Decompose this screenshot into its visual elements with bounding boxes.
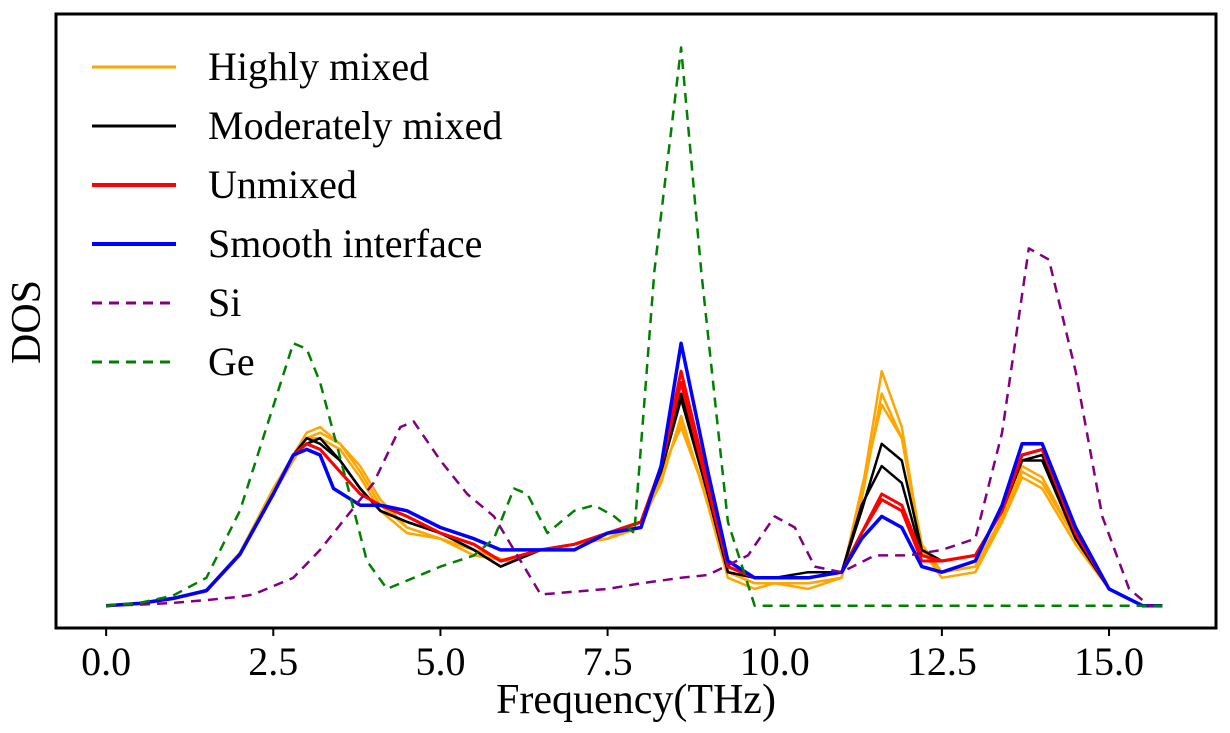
x-tick-label: 0.0 (81, 639, 131, 684)
y-axis-label: DOS (4, 280, 50, 364)
x-tick-label: 5.0 (415, 639, 465, 684)
x-axis-label: Frequency(THz) (496, 677, 776, 723)
series-line-highly-mixed-0 (106, 369, 1163, 607)
x-axis-ticks: 0.0 2.5 5.0 7.5 10.0 12.5 15.0 (81, 628, 1144, 684)
legend-label-unmixed: Unmixed (208, 162, 357, 207)
legend-label-si: Si (208, 280, 241, 325)
x-tick-label: 7.5 (583, 639, 633, 684)
x-tick-label: 2.5 (248, 639, 298, 684)
legend-label-highly-mixed: Highly mixed (208, 44, 429, 89)
legend-label-moderately-mixed: Moderately mixed (208, 103, 502, 148)
series-layer (105, 46, 1163, 608)
x-tick-label: 10.0 (740, 639, 810, 684)
legend-label-smooth-interface: Smooth interface (208, 221, 482, 266)
series-line-ge-9 (105, 46, 1163, 607)
legend-label-ge: Ge (208, 339, 255, 384)
x-tick-label: 15.0 (1074, 639, 1144, 684)
legend: Highly mixed Moderately mixed Unmixed Smoot… (92, 44, 502, 384)
x-tick-label: 12.5 (907, 639, 977, 684)
series-line-smooth-interface-7 (105, 341, 1163, 608)
